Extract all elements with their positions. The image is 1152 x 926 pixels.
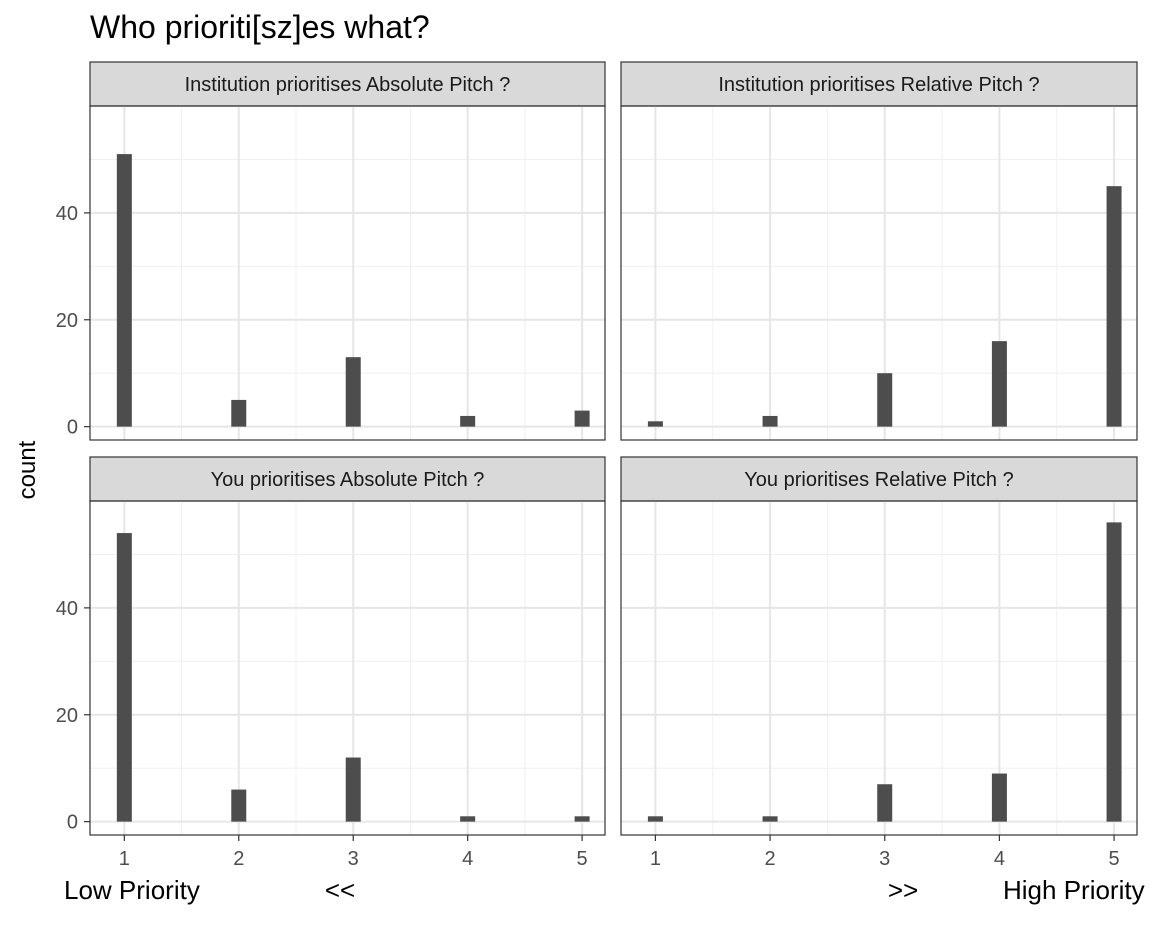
y-tick-label: 40: [56, 203, 78, 225]
bar: [460, 415, 476, 427]
y-tick-label: 0: [67, 417, 78, 439]
facet-strip: [89, 456, 606, 502]
x-tick-label: 2: [233, 848, 244, 870]
high-priority-label: High Priority: [1003, 875, 1145, 905]
bar: [762, 415, 778, 427]
bar: [460, 816, 476, 822]
bar: [647, 816, 663, 822]
chart-title: Who prioriti[sz]es what?: [90, 9, 430, 45]
bar: [647, 421, 663, 427]
facet-strip: [89, 61, 606, 107]
x-tick-label: 5: [1109, 848, 1120, 870]
facet-strip-label: You prioritises Absolute Pitch ?: [211, 469, 485, 491]
bar: [877, 373, 893, 427]
x-tick-label: 3: [879, 848, 890, 870]
bar: [116, 154, 132, 427]
bar: [574, 410, 590, 427]
bar: [231, 399, 247, 427]
facet-strip-label: Institution prioritises Relative Pitch ?: [718, 74, 1039, 96]
facet-panel-3: You prioritises Absolute Pitch ? 0 20 40 1 2 3…: [56, 456, 606, 870]
x-tick-label: 1: [650, 848, 661, 870]
left-arrow-label: <<: [325, 875, 355, 905]
x-tick-label: 1: [119, 848, 130, 870]
bar: [345, 357, 361, 427]
bar: [116, 533, 132, 822]
panel-border: [620, 500, 1138, 836]
bar: [991, 341, 1007, 427]
panel-border: [620, 105, 1138, 441]
low-priority-label: Low Priority: [64, 875, 200, 905]
bar: [762, 816, 778, 822]
panel-border: [89, 105, 606, 441]
x-tick-label: 4: [462, 848, 473, 870]
facet-strip: [620, 456, 1138, 502]
panel-border: [89, 500, 606, 836]
x-tick-label: 5: [577, 848, 588, 870]
facet-strip-label: You prioritises Relative Pitch ?: [744, 469, 1013, 491]
bar: [877, 784, 893, 822]
x-tick-label: 2: [765, 848, 776, 870]
x-tick-label: 4: [994, 848, 1005, 870]
x-annotations: Low Priority << >> High Priority: [64, 875, 1145, 905]
y-axis-label: count: [14, 440, 41, 499]
bar: [574, 816, 590, 822]
bar: [1106, 522, 1122, 822]
facet-panel-2: Institution prioritises Relative Pitch ?: [620, 61, 1138, 441]
y-tick-label: 0: [67, 812, 78, 834]
bar: [345, 757, 361, 822]
facet-panel-4: You prioritises Relative Pitch ? 1 2 3 4 5: [620, 456, 1138, 870]
y-tick-label: 20: [56, 705, 78, 727]
bar: [1106, 186, 1122, 427]
bar: [991, 773, 1007, 822]
y-tick-label: 40: [56, 598, 78, 620]
y-tick-label: 20: [56, 310, 78, 332]
facet-strip-label: Institution prioritises Absolute Pitch ?: [185, 74, 511, 96]
right-arrow-label: >>: [888, 875, 918, 905]
facet-strip: [620, 61, 1138, 107]
x-tick-label: 3: [348, 848, 359, 870]
facet-panel-1: Institution prioritises Absolute Pitch ?…: [56, 61, 606, 441]
bar: [231, 789, 247, 822]
facet-panels: Institution prioritises Absolute Pitch ?…: [56, 61, 1138, 870]
